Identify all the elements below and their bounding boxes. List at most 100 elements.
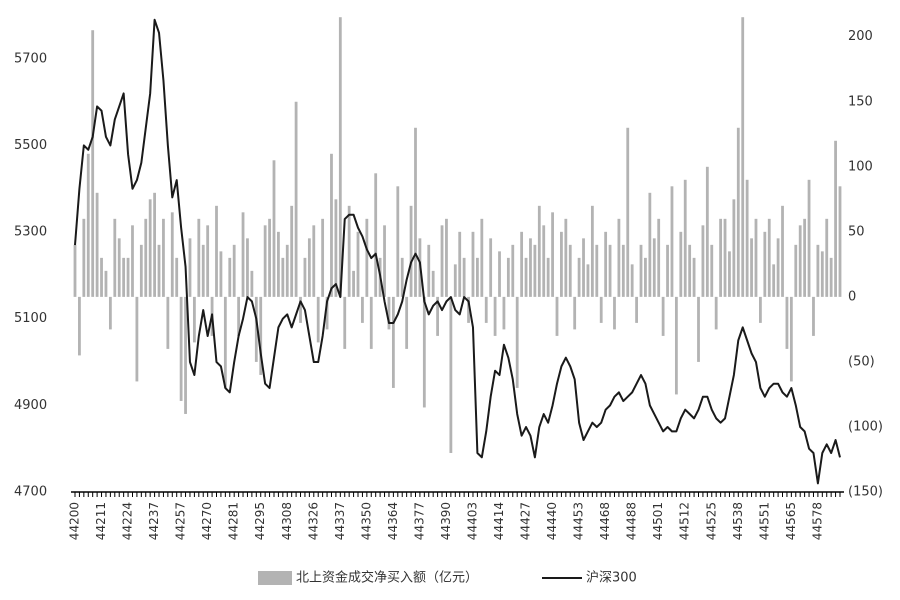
bar	[321, 218, 325, 297]
bar	[166, 296, 170, 349]
bar	[383, 225, 386, 297]
bar	[506, 257, 510, 297]
bar	[670, 186, 674, 297]
bar	[728, 251, 731, 297]
bar	[312, 225, 316, 297]
x-tick-label: 44578	[810, 502, 824, 540]
legend-swatch	[258, 571, 292, 585]
bar	[135, 296, 139, 382]
bar	[237, 296, 241, 336]
bar	[829, 257, 833, 297]
bar	[626, 127, 630, 297]
bar	[259, 296, 263, 375]
bar	[745, 179, 749, 297]
bar	[201, 244, 205, 297]
bar	[82, 218, 86, 297]
bar	[515, 296, 519, 388]
bar	[153, 192, 156, 297]
bar	[493, 296, 497, 336]
y2-tick-label: 0	[848, 289, 856, 304]
bar	[489, 238, 493, 297]
bar	[825, 218, 829, 297]
bar	[347, 205, 351, 297]
x-tick-label: 44525	[704, 502, 718, 540]
y2-tick-label: 100	[848, 159, 873, 174]
bar	[268, 218, 271, 297]
bar	[277, 231, 280, 297]
bar	[303, 257, 307, 297]
y2-tick-label: 200	[848, 29, 873, 44]
bar	[798, 225, 802, 297]
bar	[573, 296, 577, 330]
bar	[577, 257, 581, 297]
bar	[697, 296, 700, 362]
bar	[741, 17, 745, 297]
x-tick-label: 44337	[333, 502, 347, 540]
bar	[197, 218, 201, 297]
bar	[719, 218, 723, 297]
x-tick-label: 44270	[200, 502, 214, 540]
bar	[356, 231, 360, 297]
x-tick-label: 44237	[147, 502, 161, 540]
bar	[480, 218, 484, 297]
bar	[290, 205, 294, 297]
bar	[148, 199, 152, 297]
x-tick-label: 44224	[121, 502, 135, 540]
bar	[807, 179, 811, 297]
bar	[750, 238, 753, 297]
bar	[162, 218, 165, 297]
bar	[537, 205, 541, 297]
y2-tick-label: (100)	[848, 419, 883, 434]
x-tick-label: 44211	[94, 502, 108, 540]
x-tick-label: 44377	[412, 502, 426, 540]
bar	[374, 173, 378, 297]
y-tick-label: 5500	[14, 138, 47, 153]
bar	[228, 257, 232, 297]
x-tick-label: 44551	[757, 502, 771, 540]
bar	[666, 244, 669, 297]
bar	[785, 296, 789, 349]
bar	[246, 238, 249, 297]
y-tick-label: 5300	[14, 225, 47, 240]
bar	[458, 231, 462, 297]
x-tick-label: 44427	[519, 502, 533, 540]
bar	[701, 225, 705, 297]
y2-tick-label: (150)	[848, 485, 883, 500]
y2-tick-label: 150	[848, 94, 873, 109]
bar	[838, 186, 842, 297]
bar	[772, 264, 776, 297]
bar	[365, 218, 369, 297]
bar	[86, 153, 90, 297]
bar	[679, 231, 683, 297]
x-tick-label: 44295	[253, 502, 267, 540]
x-tick-label: 44538	[731, 502, 745, 540]
x-tick-label: 44200	[68, 502, 82, 540]
bar	[511, 244, 515, 297]
bar	[369, 296, 373, 349]
bar	[436, 296, 440, 336]
bar	[263, 225, 267, 297]
bar	[431, 270, 435, 297]
bar	[630, 264, 634, 297]
bar	[449, 296, 453, 453]
bar	[440, 225, 444, 297]
bar	[613, 296, 616, 330]
bar	[396, 186, 400, 297]
line	[74, 18, 841, 485]
bar	[139, 244, 143, 297]
bar	[307, 238, 311, 297]
bar	[338, 17, 342, 297]
y2-tick-label: 50	[848, 224, 865, 239]
bar	[117, 238, 121, 297]
bar	[232, 244, 236, 297]
bar	[803, 218, 807, 297]
x-tick-label: 44390	[439, 502, 453, 540]
bar	[281, 257, 285, 297]
bar	[400, 257, 404, 297]
x-tick-label: 44326	[306, 502, 320, 540]
bar	[343, 296, 347, 349]
bar	[445, 218, 448, 297]
bar	[648, 192, 652, 297]
bar	[816, 244, 820, 297]
